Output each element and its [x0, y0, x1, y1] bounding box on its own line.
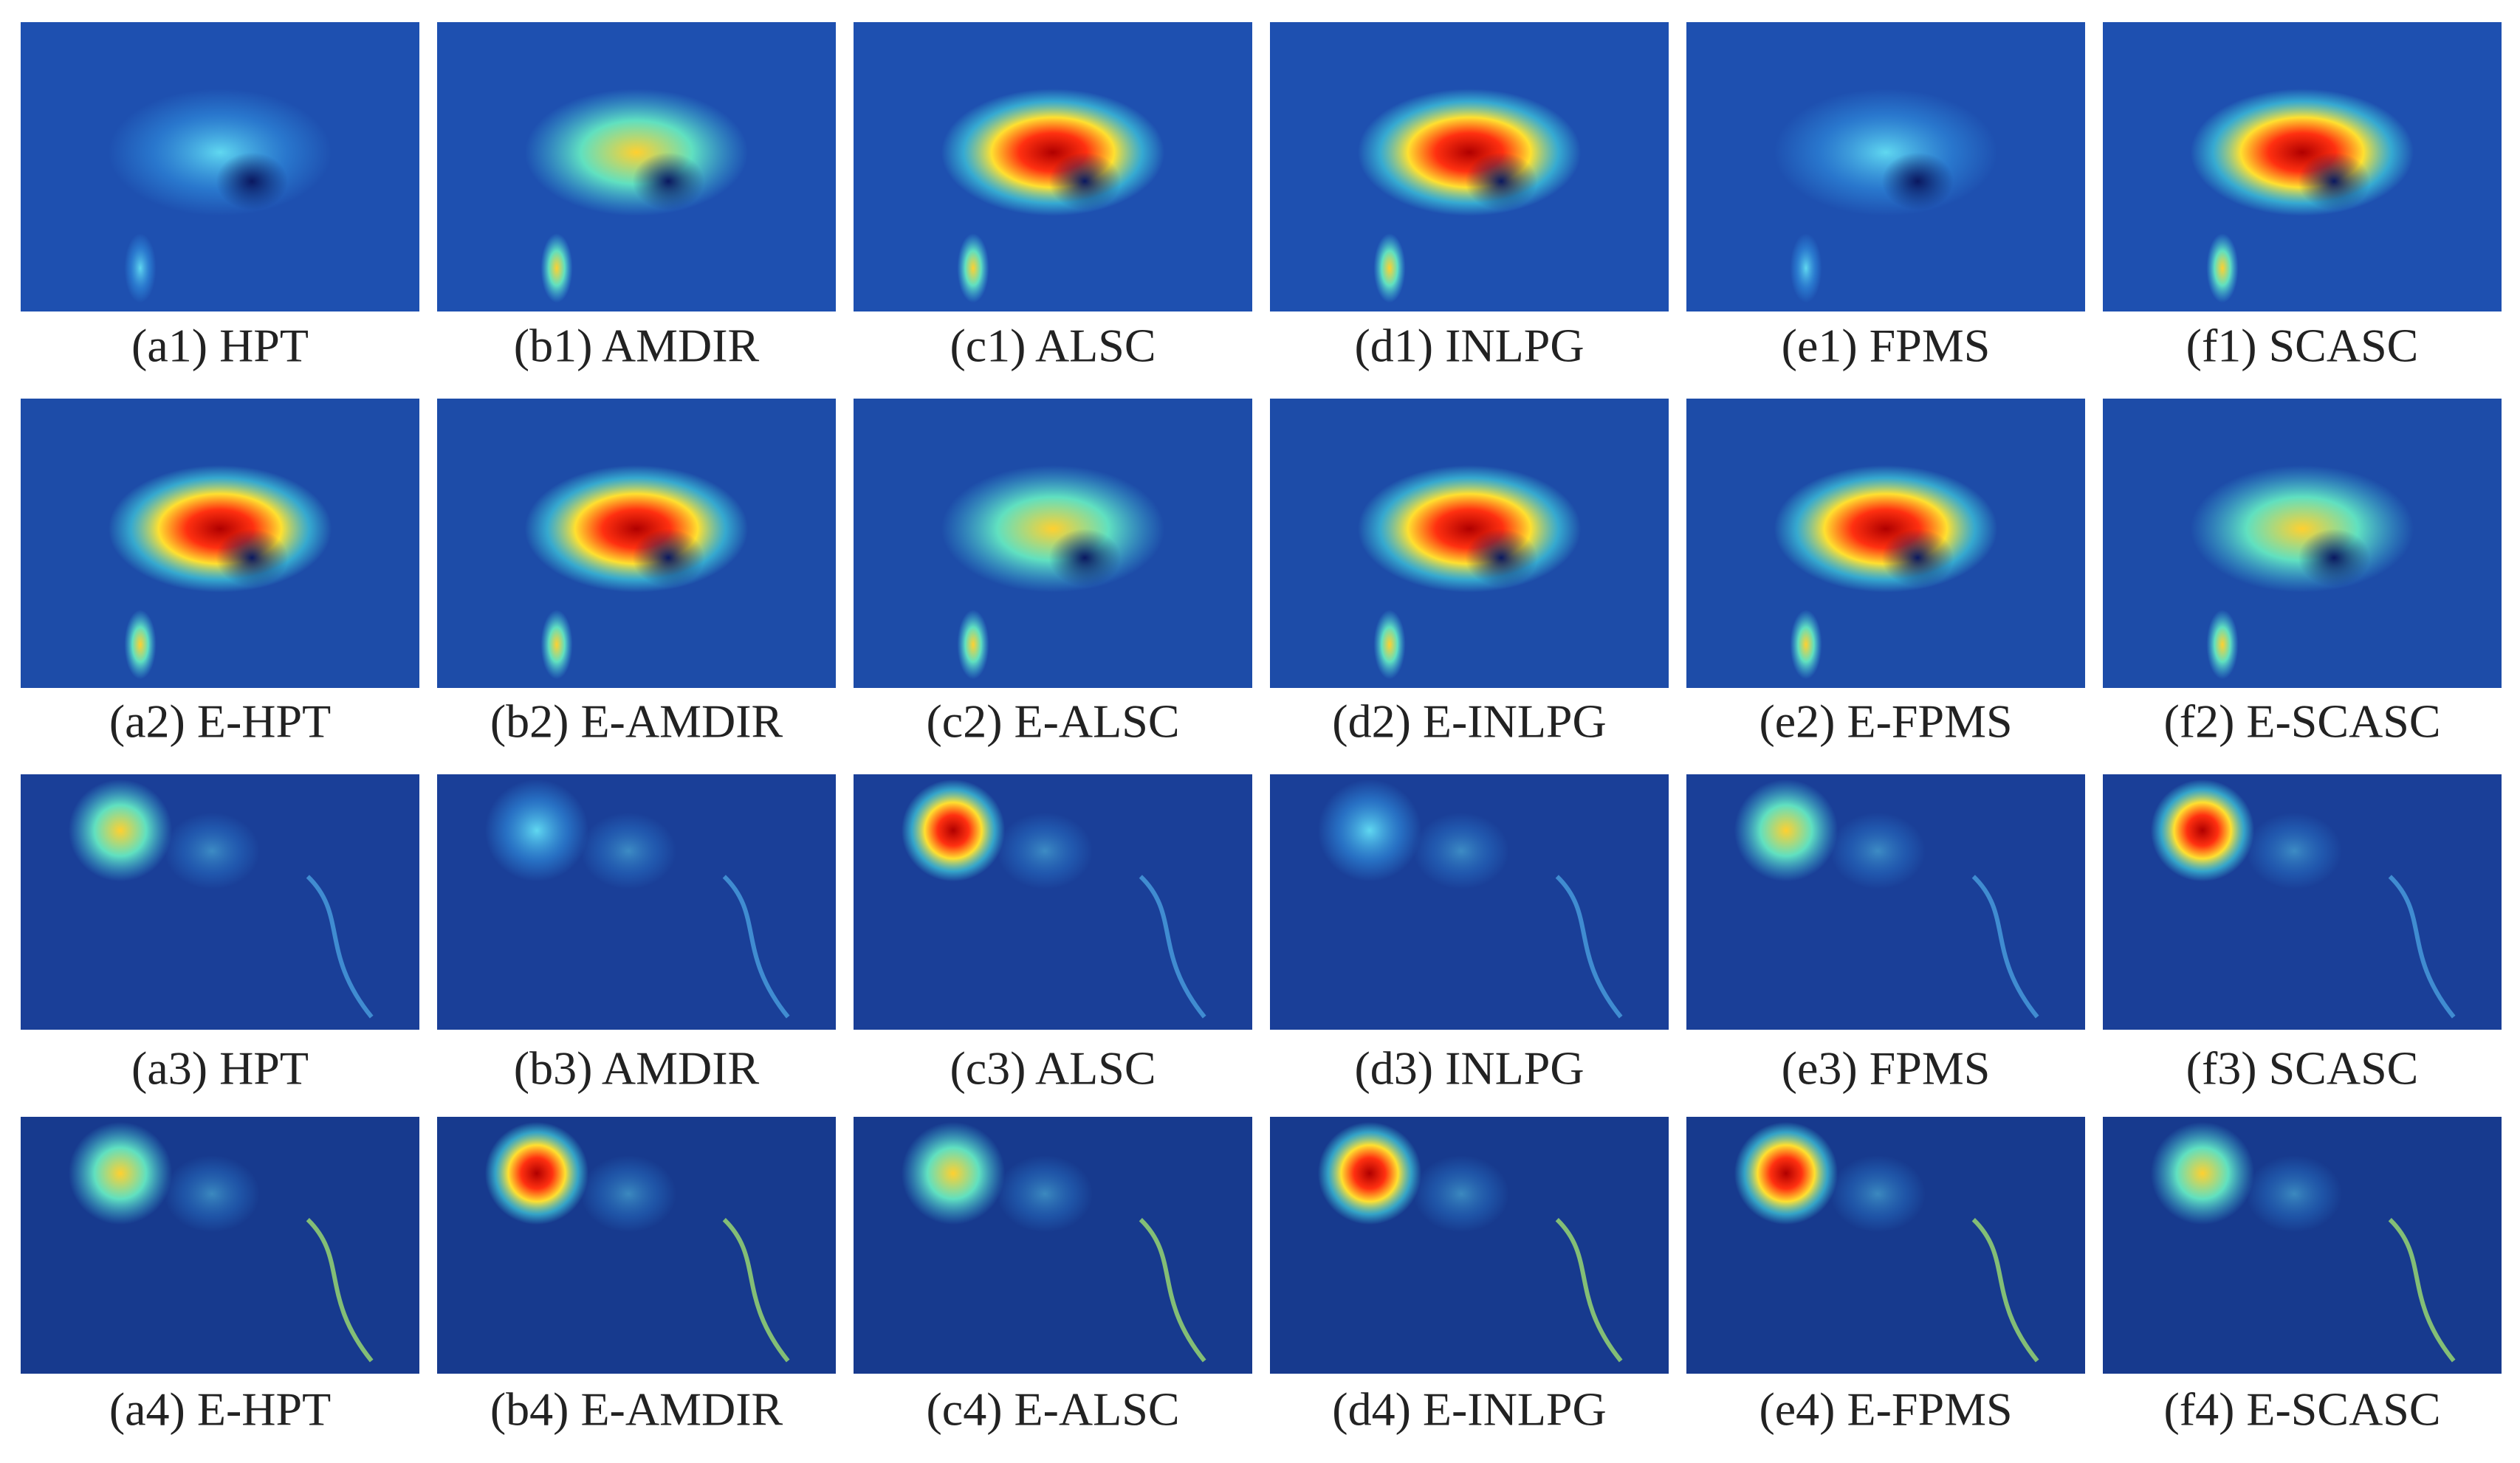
heatmap-river: [722, 1218, 790, 1363]
heatmap-blob: [1357, 465, 1582, 593]
heatmap-blob: [2206, 233, 2239, 303]
heatmap-blob: [108, 89, 332, 216]
panel-caption: (d1) INLPG: [1354, 320, 1584, 372]
heatmap-blob: [108, 465, 332, 593]
heatmap-lake: [632, 152, 704, 210]
heatmap-lake: [2298, 529, 2370, 587]
heatmap-blob: [1734, 779, 1838, 882]
heatmap-blob: [1317, 1121, 1422, 1225]
heatmap-river: [1555, 875, 1623, 1019]
heatmap-blob: [484, 1121, 589, 1225]
heatmap-river: [306, 875, 374, 1019]
heatmap-river: [1971, 1218, 2039, 1363]
heatmap-blob: [524, 465, 749, 593]
heatmap-blob: [1373, 610, 1406, 680]
heatmap-blob: [1830, 1155, 1926, 1233]
panel-caption: (b3) AMDIR: [514, 1042, 760, 1095]
heatmap-blob: [1830, 812, 1926, 889]
heatmap-blob: [2246, 1155, 2342, 1233]
heatmap-blob: [2206, 610, 2239, 680]
heatmap-lake: [632, 529, 704, 587]
panel-caption: (c4) E-ALSC: [926, 1383, 1179, 1436]
heatmap-blob: [524, 89, 749, 216]
heatmap-blob: [540, 610, 573, 680]
heatmap-blob: [164, 812, 260, 889]
heatmap-blob: [2150, 1121, 2255, 1225]
panel-caption: (f1) SCASC: [2186, 320, 2419, 372]
panel-caption: (e2) E-FPMS: [1759, 695, 2012, 748]
heatmap-blob: [1774, 89, 1998, 216]
heatmap-blob: [2190, 89, 2414, 216]
heatmap-blob: [580, 812, 676, 889]
heatmap-river: [306, 1218, 374, 1363]
heatmap-blob: [941, 89, 1165, 216]
panel-caption: (e3) FPMS: [1782, 1042, 1991, 1095]
heatmap-river: [1139, 1218, 1206, 1363]
heatmap-lake: [1881, 529, 1954, 587]
heatmap-blob: [901, 779, 1006, 882]
heatmap-blob: [2246, 812, 2342, 889]
heatmap-blob: [1413, 812, 1509, 889]
panel-caption: (b2) E-AMDIR: [490, 695, 783, 748]
heatmap-lake: [1881, 152, 1954, 210]
panel-caption: (c2) E-ALSC: [926, 695, 1179, 748]
panel-caption: (a4) E-HPT: [109, 1383, 331, 1436]
heatmap-blob: [484, 779, 589, 882]
panel-caption: (f2) E-SCASC: [2163, 695, 2440, 748]
heatmap-blob: [124, 233, 157, 303]
heatmap-blob: [957, 610, 989, 680]
heatmap-blob: [1774, 465, 1998, 593]
heatmap-lake: [1048, 529, 1121, 587]
heatmap-lake: [1465, 529, 1537, 587]
heatmap-lake: [216, 152, 288, 210]
panel-caption: (e4) E-FPMS: [1759, 1383, 2012, 1436]
heatmap-blob: [901, 1121, 1006, 1225]
heatmap-blob: [1413, 1155, 1509, 1233]
panel-caption: (a2) E-HPT: [109, 695, 331, 748]
heatmap-river: [1555, 1218, 1623, 1363]
heatmap-blob: [68, 1121, 173, 1225]
heatmap-blob: [1790, 610, 1822, 680]
heatmap-blob: [997, 812, 1093, 889]
panel-caption: (f4) E-SCASC: [2163, 1383, 2440, 1436]
heatmap-blob: [2190, 465, 2414, 593]
heatmap-lake: [216, 529, 288, 587]
heatmap-river: [2388, 1218, 2456, 1363]
heatmap-blob: [957, 233, 989, 303]
panel-caption: (f3) SCASC: [2186, 1042, 2419, 1095]
heatmap-blob: [1734, 1121, 1838, 1225]
panel-caption: (a3) HPT: [131, 1042, 309, 1095]
heatmap-lake: [1048, 152, 1121, 210]
heatmap-blob: [164, 1155, 260, 1233]
heatmap-blob: [124, 610, 157, 680]
panel-caption: (e1) FPMS: [1782, 320, 1991, 372]
panel-caption: (d2) E-INLPG: [1332, 695, 1606, 748]
heatmap-blob: [1373, 233, 1406, 303]
heatmap-blob: [1357, 89, 1582, 216]
heatmap-blob: [1317, 779, 1422, 882]
panel-caption: (b1) AMDIR: [514, 320, 760, 372]
heatmap-river: [722, 875, 790, 1019]
heatmap-blob: [997, 1155, 1093, 1233]
heatmap-blob: [2150, 779, 2255, 882]
heatmap-blob: [540, 233, 573, 303]
panel-caption: (c3) ALSC: [950, 1042, 1156, 1095]
heatmap-river: [1971, 875, 2039, 1019]
panel-caption: (d4) E-INLPG: [1332, 1383, 1606, 1436]
panel-caption: (c1) ALSC: [950, 320, 1156, 372]
heatmap-blob: [68, 779, 173, 882]
heatmap-river: [2388, 875, 2456, 1019]
panel-caption: (d3) INLPG: [1354, 1042, 1584, 1095]
heatmap-river: [1139, 875, 1206, 1019]
panel-caption: (a1) HPT: [131, 320, 309, 372]
heatmap-blob: [1790, 233, 1822, 303]
heatmap-lake: [1465, 152, 1537, 210]
heatmap-blob: [941, 465, 1165, 593]
heatmap-lake: [2298, 152, 2370, 210]
panel-caption: (b4) E-AMDIR: [490, 1383, 783, 1436]
heatmap-blob: [580, 1155, 676, 1233]
